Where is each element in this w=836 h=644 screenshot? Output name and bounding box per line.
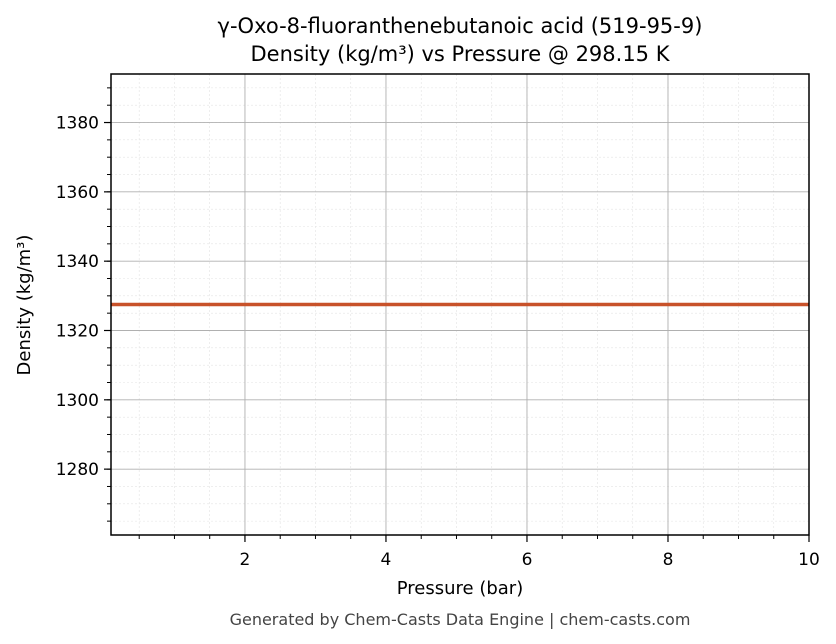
x-tick-label: 2 (240, 550, 251, 570)
footer-credit: Generated by Chem-Casts Data Engine | ch… (230, 610, 691, 629)
x-tick-label: 10 (798, 550, 820, 570)
x-tick-label: 6 (522, 550, 533, 570)
x-axis-label: Pressure (bar) (397, 578, 523, 599)
y-tick-label: 1280 (56, 460, 99, 480)
y-tick-label: 1380 (56, 114, 99, 134)
chart-title-line2: Density (kg/m³) vs Pressure @ 298.15 K (250, 42, 670, 66)
x-tick-label: 8 (663, 550, 674, 570)
axis-ticks: 2 4 6 8 10 1280 1300 1320 1340 1360 1380 (56, 87, 820, 570)
y-tick-label: 1320 (56, 321, 99, 341)
plot-frame (110, 73, 810, 536)
y-tick-label: 1360 (56, 183, 99, 203)
x-tick-label: 4 (381, 550, 392, 570)
y-tick-label: 1340 (56, 252, 99, 272)
chart-title-line1: γ-Oxo-8-fluoranthenebutanoic acid (519-9… (218, 14, 703, 38)
y-tick-label: 1300 (56, 391, 99, 411)
y-axis-label: Density (kg/m³) (14, 235, 35, 376)
